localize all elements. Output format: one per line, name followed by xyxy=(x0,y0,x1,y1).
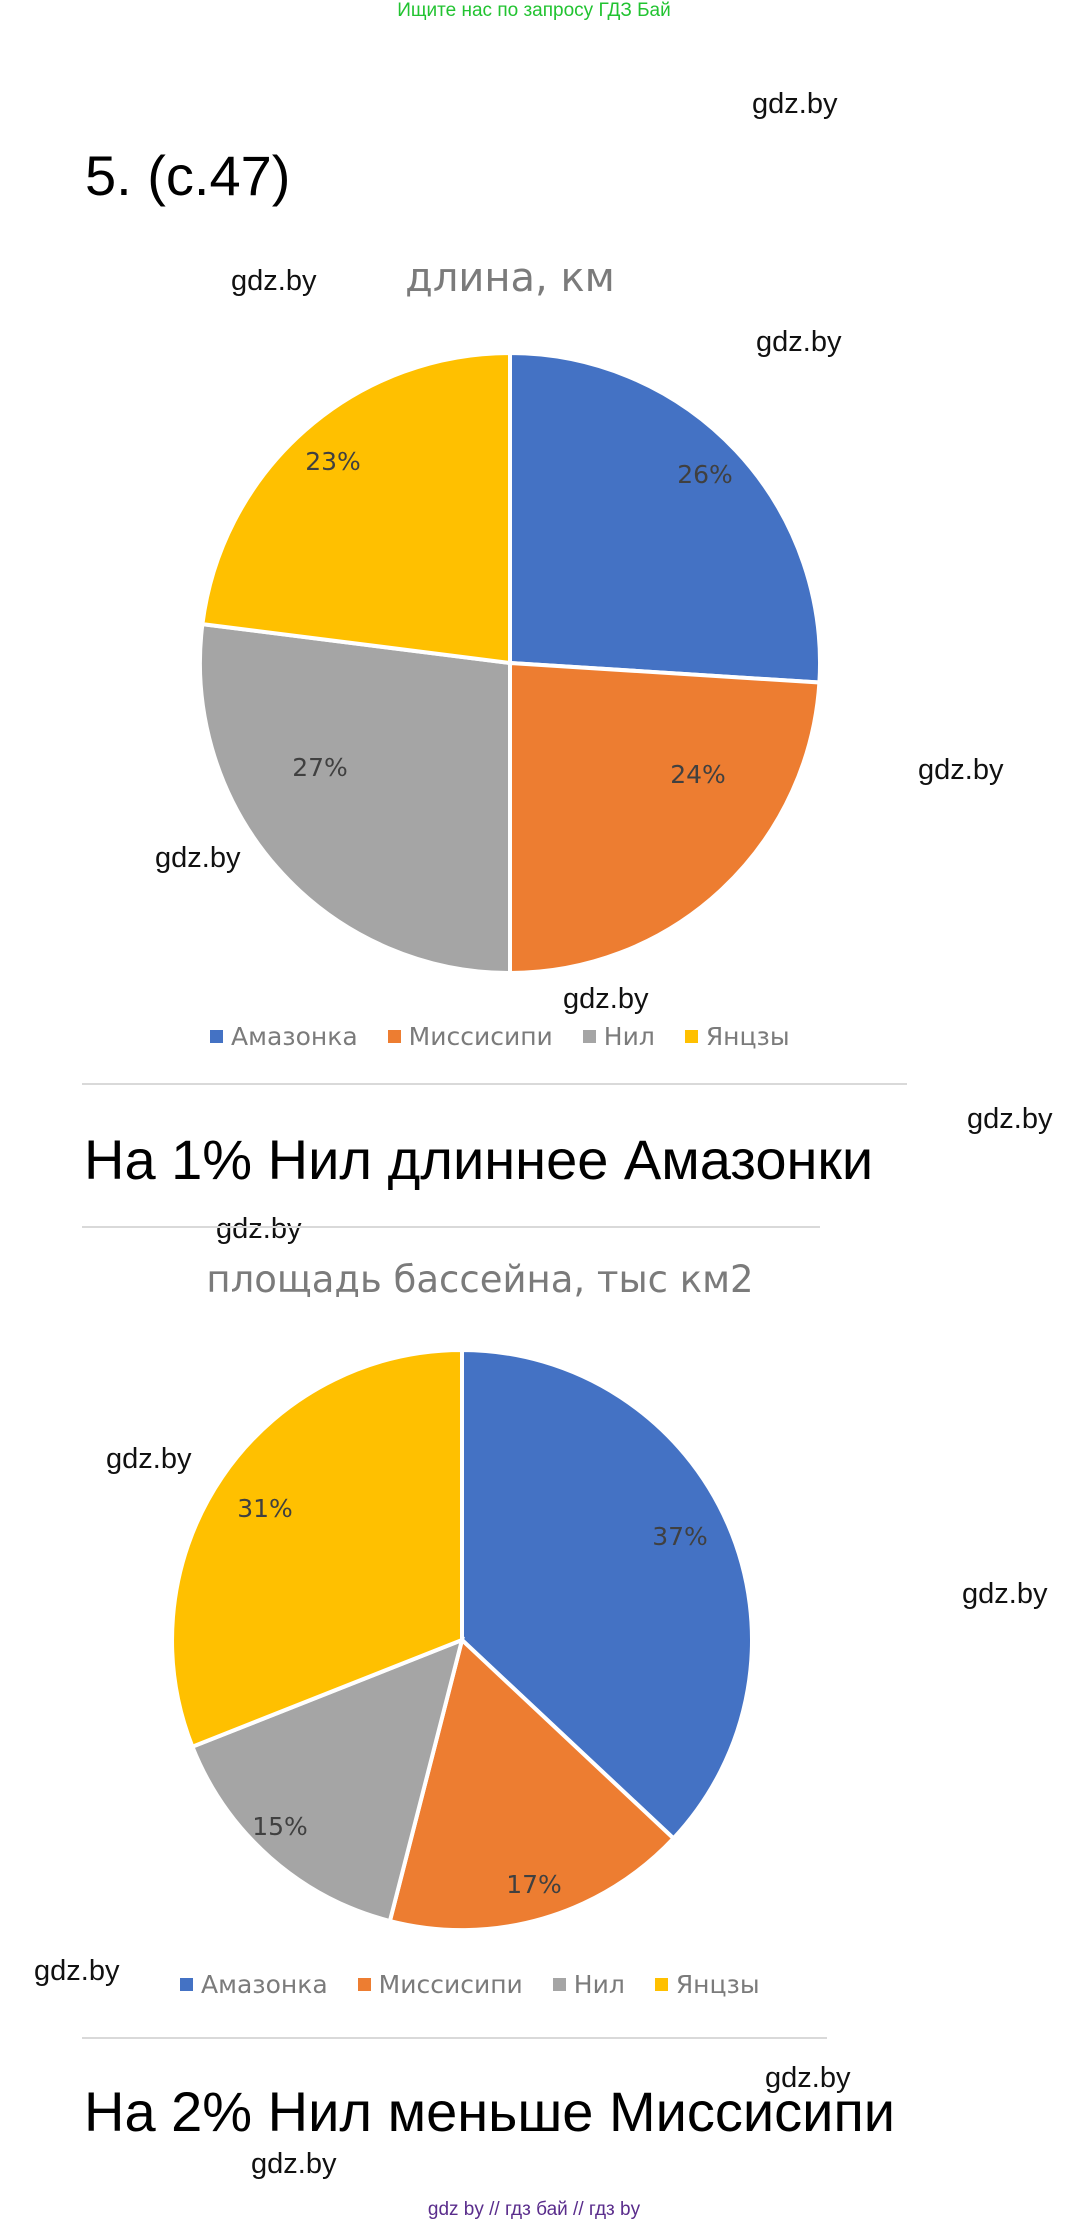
slice-yangtze xyxy=(200,350,512,666)
divider xyxy=(82,1083,907,1085)
label-mississippi: 17% xyxy=(506,1870,562,1899)
chart-2-legend: Амазонка Миссисипи Нил Янцзы xyxy=(180,1970,790,1999)
divider xyxy=(82,1226,820,1228)
chart-2-pie: 37% 17% 15% 31% xyxy=(170,1347,754,1933)
legend-swatch-icon xyxy=(210,1030,223,1043)
legend-item-yangtze: Янцзы xyxy=(654,1970,760,1999)
watermark: gdz.by xyxy=(216,1213,302,1245)
watermark: gdz.by xyxy=(962,1578,1048,1610)
label-mississippi: 24% xyxy=(670,760,726,789)
legend-swatch-icon xyxy=(552,1978,566,1991)
slice-yangtze xyxy=(170,1347,464,1750)
label-yangtze: 23% xyxy=(305,447,361,476)
label-nile: 15% xyxy=(252,1812,308,1841)
legend-item-amazon: Амазонка xyxy=(210,1022,358,1051)
search-banner: Ищите нас по запросу ГДЗ Бай xyxy=(397,0,671,21)
legend-item-amazon: Амазонка xyxy=(180,1970,328,1999)
label-amazon: 37% xyxy=(652,1522,708,1551)
legend-swatch-icon xyxy=(180,1978,193,1991)
legend-item-nile: Нил xyxy=(582,1022,655,1051)
footer-links[interactable]: gdz by // гдз бай // гдз by xyxy=(427,2199,641,2220)
legend-item-nile: Нил xyxy=(552,1970,625,1999)
label-yangtze: 31% xyxy=(237,1494,293,1523)
slice-mississippi xyxy=(508,660,822,976)
slice-amazon xyxy=(508,350,822,685)
watermark: gdz.by xyxy=(563,983,649,1015)
label-amazon: 26% xyxy=(677,460,733,489)
chart-1: длина, км xyxy=(180,255,840,301)
chart-2-title: площадь бассейна, тыс км2 xyxy=(206,1258,754,1301)
slice-nile xyxy=(197,621,512,976)
legend-item-mississippi: Миссисипи xyxy=(357,1970,523,1999)
watermark: gdz.by xyxy=(231,265,317,297)
chart-1-title: длина, км xyxy=(405,255,615,301)
slice-amazon xyxy=(460,1347,754,1842)
legend-swatch-icon xyxy=(582,1030,596,1043)
watermark: gdz.by xyxy=(106,1443,192,1475)
watermark: gdz.by xyxy=(34,1955,120,1987)
legend-swatch-icon xyxy=(357,1978,371,1991)
label-nile: 27% xyxy=(292,753,348,782)
legend-swatch-icon xyxy=(387,1030,401,1043)
chart-1-pie: 26% 24% 27% 23% xyxy=(197,350,822,976)
legend-item-yangtze: Янцзы xyxy=(684,1022,790,1051)
answer-1: На 1% Нил длиннее Амазонки xyxy=(84,1128,874,1191)
chart-1-legend: Амазонка Миссисипи Нил Янцзы xyxy=(210,1022,820,1051)
legend-item-mississippi: Миссисипи xyxy=(387,1022,553,1051)
watermark: gdz.by xyxy=(155,842,241,874)
exercise-heading: 5. (с.47) xyxy=(85,144,291,207)
watermark: gdz.by xyxy=(756,326,842,358)
watermark: gdz.by xyxy=(765,2062,851,2094)
watermark: gdz.by xyxy=(918,754,1004,786)
legend-swatch-icon xyxy=(684,1030,698,1043)
divider xyxy=(82,2037,827,2039)
watermark: gdz.by xyxy=(752,88,838,120)
watermark: gdz.by xyxy=(251,2148,337,2180)
legend-swatch-icon xyxy=(654,1978,668,1991)
slice-nile xyxy=(189,1636,465,1924)
answer-2: На 2% Нил меньше Миссисипи xyxy=(84,2080,896,2143)
watermark: gdz.by xyxy=(967,1103,1053,1135)
slice-mississippi xyxy=(387,1636,677,1933)
